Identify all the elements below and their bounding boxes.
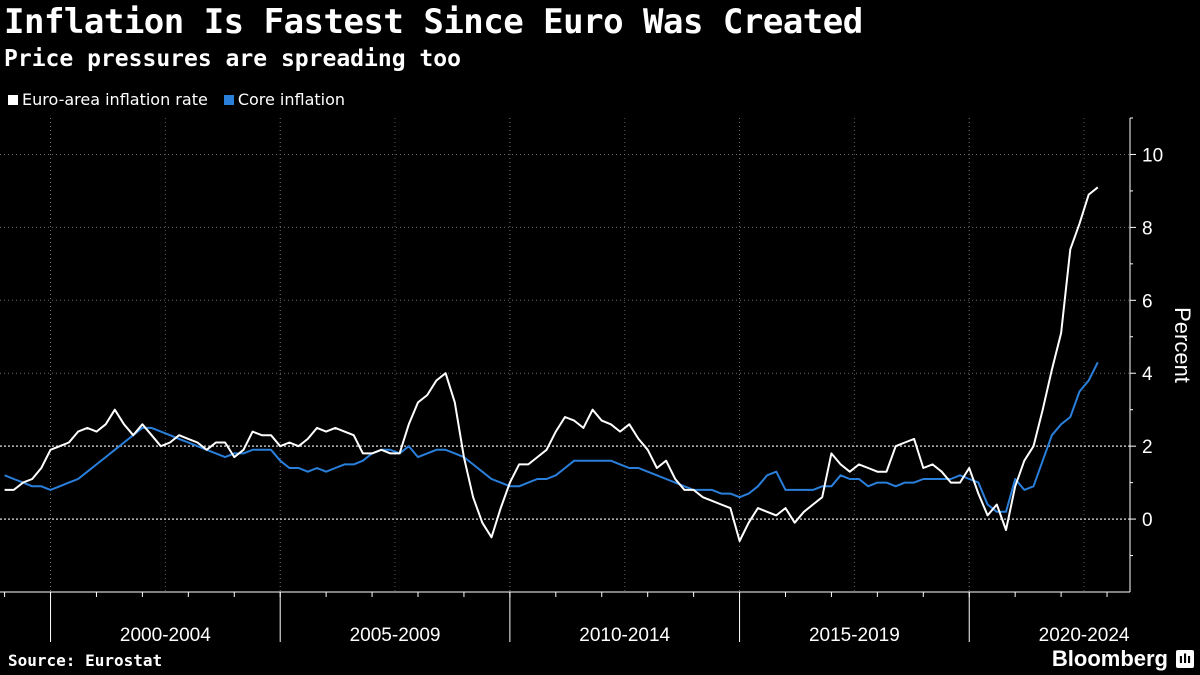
chart-title: Inflation Is Fastest Since Euro Was Crea… [4,2,863,42]
x-period-label-2: 2010-2014 [579,625,670,646]
bloomberg-logo: Bloomberg [1051,646,1168,671]
legend-label-core: Core inflation [237,90,346,109]
legend-swatch-headline [8,94,18,105]
legend-item-core: Core inflation [223,90,346,109]
bloomberg-mark-icon: ılı [1176,650,1194,668]
legend-label-headline: Euro-area inflation rate [22,90,208,109]
legend: Euro-area inflation rate Core inflation [8,90,345,109]
y-tick-label-5: 10 [1142,145,1163,166]
source-note: Source: Eurostat [8,651,163,670]
series-line-core [4,361,1099,513]
chart-subtitle: Price pressures are spreading too [4,46,461,72]
legend-swatch-core [223,94,234,105]
y-axis-label: Percent [1170,307,1195,383]
legend-item-headline: Euro-area inflation rate [8,90,208,109]
x-period-label-0: 2000-2004 [120,625,211,646]
y-tick-label-4: 8 [1142,218,1153,239]
y-tick-label-3: 6 [1142,291,1153,312]
x-period-label-3: 2015-2019 [809,625,900,646]
x-period-label-1: 2005-2009 [350,625,441,646]
series-line-headline [4,186,1099,542]
y-tick-label-2: 4 [1142,364,1153,385]
x-period-label-4: 2020-2024 [1039,625,1130,646]
y-tick-label-0: 0 [1142,510,1153,531]
y-tick-label-1: 2 [1142,437,1153,458]
